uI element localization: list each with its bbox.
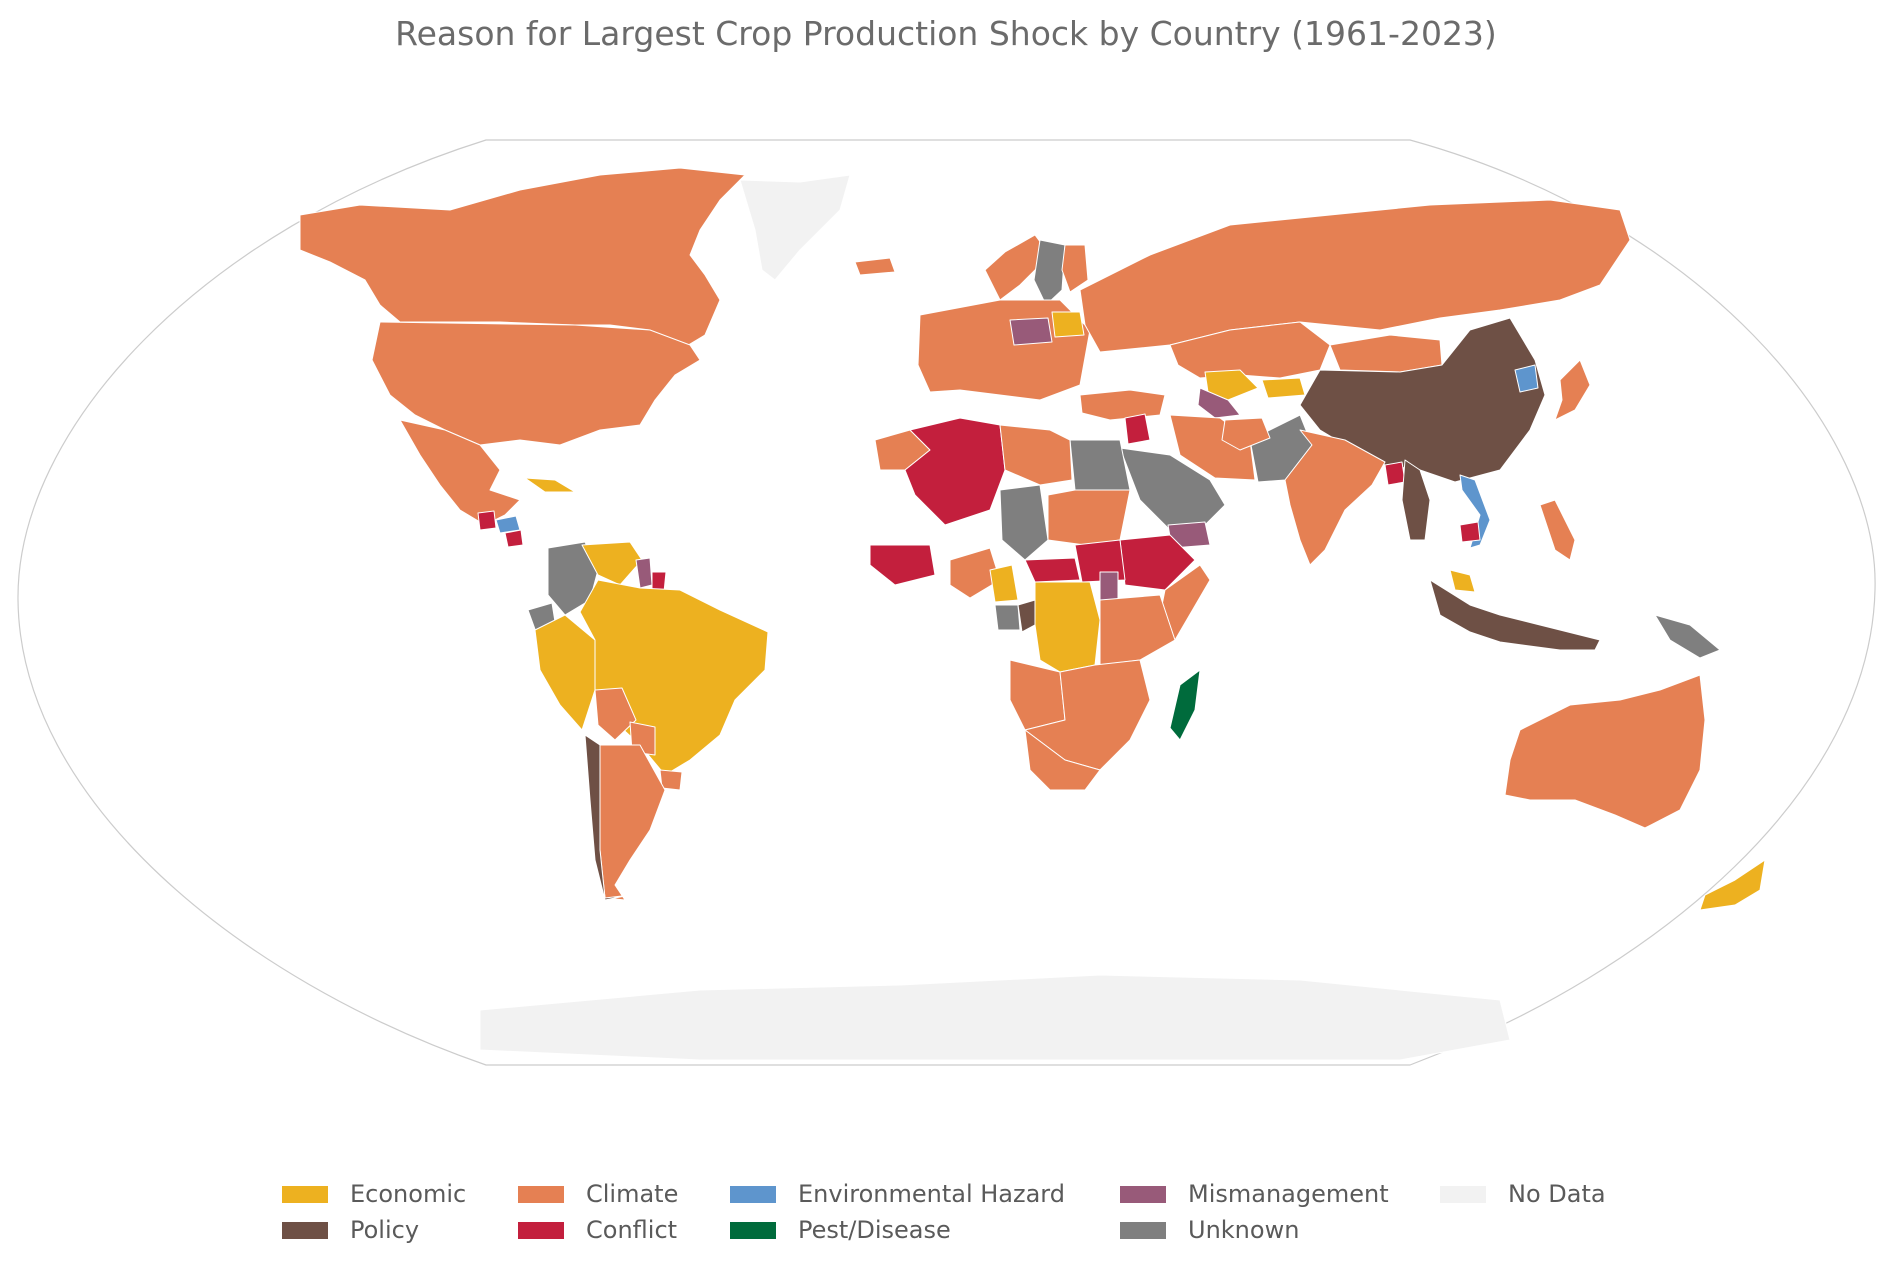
- region-russia: Russia: [1079, 199, 1631, 353]
- region-nicaragua: Nicaragua: [504, 529, 524, 548]
- region-antarctica: Antarctica: [479, 974, 1511, 1061]
- legend-label: Climate: [586, 1180, 679, 1208]
- legend-swatch: [518, 1185, 564, 1203]
- region-guyana: Guyana: [635, 557, 653, 589]
- legend-label: Policy: [350, 1216, 420, 1244]
- region-north-korea: North Korea: [1514, 364, 1539, 393]
- legend-item-economic: Economic: [282, 1176, 518, 1212]
- region-peru: Peru: [534, 614, 596, 731]
- legend-label: Conflict: [586, 1216, 678, 1244]
- legend-item-conflict: Conflict: [518, 1212, 730, 1248]
- legend-swatch: [1120, 1185, 1166, 1203]
- region-cuba: Cuba: [524, 477, 576, 493]
- region-libya: Libya: [999, 424, 1073, 486]
- legend-item-unknown: Unknown: [1120, 1212, 1440, 1248]
- legend-label: Mismanagement: [1188, 1180, 1389, 1208]
- region-uruguay: Uruguay: [659, 769, 683, 791]
- region-venezuela: Venezuela: [581, 541, 643, 586]
- region-saudi-arabia: Saudi Arabia: [1119, 447, 1226, 529]
- region-central-african-republic: Central African Republic: [1024, 557, 1081, 583]
- region-argentina: Argentina: [599, 744, 666, 901]
- legend-swatch: [518, 1221, 564, 1239]
- region-gabon: Gabon: [994, 604, 1021, 631]
- legend-swatch: [730, 1221, 776, 1239]
- legend-label: Environmental Hazard: [798, 1180, 1065, 1208]
- legend-item-climate: Climate: [518, 1176, 730, 1212]
- region-nigeria: Nigeria: [949, 547, 1001, 599]
- region-australia: Australia: [1504, 674, 1706, 829]
- region-chile: Chile: [584, 734, 631, 901]
- region-dr-congo: DR Congo: [1034, 581, 1101, 673]
- region-cameroon: Cameroon: [989, 564, 1019, 603]
- legend-item-mismanagement: Mismanagement: [1120, 1176, 1440, 1212]
- region-turkmenistan: Turkmenistan: [1197, 387, 1241, 419]
- region-kyrgyzstan: Kyrgyzstan: [1261, 377, 1306, 399]
- region-greenland: Greenland: [739, 174, 851, 281]
- region-syria: Syria: [1124, 413, 1151, 445]
- legend-swatch: [730, 1185, 776, 1203]
- region-iceland: Iceland: [854, 257, 896, 276]
- region-rwanda: Rwanda: [1099, 571, 1119, 601]
- region-madagascar: Madagascar: [1169, 669, 1201, 741]
- region-united-states: United States: [371, 321, 701, 446]
- legend-item-pest-disease: Pest/Disease: [730, 1212, 1120, 1248]
- region-belarus: Belarus: [1051, 311, 1085, 338]
- legend-item-policy: Policy: [282, 1212, 518, 1248]
- region-vietnam: Vietnam: [1459, 474, 1491, 549]
- legend-swatch: [1120, 1221, 1166, 1239]
- region-papua-new-guinea: Papua New Guinea: [1654, 614, 1721, 659]
- region-bangladesh: Bangladesh: [1384, 461, 1406, 486]
- region-canada: Canada: [299, 167, 746, 351]
- legend-label: No Data: [1508, 1180, 1606, 1208]
- legend-swatch: [282, 1185, 328, 1203]
- region-liberia: Liberia: [869, 544, 936, 586]
- legend: Economic Climate Environmental Hazard Misma…: [282, 1176, 1662, 1256]
- region-india: India: [1284, 429, 1386, 566]
- region-poland: Poland: [1009, 317, 1053, 346]
- region-new-zealand: New Zealand: [1699, 859, 1766, 911]
- map-frame: [17, 139, 1876, 1066]
- legend-swatch: [1440, 1185, 1486, 1203]
- region-congo: Congo: [1017, 599, 1036, 633]
- region-bolivia: Bolivia: [594, 687, 637, 741]
- region-guatemala: Guatemala: [477, 510, 497, 531]
- legend-label: Pest/Disease: [798, 1216, 951, 1244]
- region-japan: Japan: [1554, 359, 1591, 421]
- region-myanmar: Myanmar: [1401, 459, 1431, 541]
- region-chad: Chad: [999, 484, 1049, 561]
- region-sudan: Sudan: [1047, 489, 1131, 546]
- region-uzbekistan: Uzbekistan: [1204, 369, 1259, 401]
- region-cambodia: Cambodia: [1459, 521, 1481, 543]
- region-afghanistan: Afghanistan: [1221, 417, 1271, 451]
- region-mongolia: Mongolia: [1329, 334, 1443, 373]
- legend-swatch: [282, 1221, 328, 1239]
- region-kazakhstan: Kazakhstan: [1169, 321, 1331, 379]
- legend-label: Economic: [350, 1180, 467, 1208]
- region-indonesia: Indonesia: [1429, 579, 1601, 651]
- region-turkey: Turkey: [1079, 389, 1166, 421]
- map-title: Reason for Largest Crop Production Shock…: [395, 14, 1497, 53]
- region-sweden: Sweden: [1033, 239, 1066, 306]
- world-map: CanadaUnited StatesMexicoCubaGuatemalaHo…: [17, 139, 1876, 1066]
- region-algeria: Algeria: [904, 417, 1006, 526]
- region-mexico: Mexico: [399, 419, 521, 526]
- legend-label: Unknown: [1188, 1216, 1300, 1244]
- region-malaysia: Malaysia: [1449, 569, 1476, 593]
- region-philippines: Philippines: [1539, 499, 1576, 561]
- region-egypt: Egypt: [1069, 439, 1131, 491]
- legend-item-environmental-hazard: Environmental Hazard: [730, 1176, 1120, 1212]
- region-finland: Finland: [1061, 244, 1089, 293]
- region-east-africa-other: East Africa (other): [1099, 594, 1176, 666]
- region-south-africa: South Africa: [1024, 729, 1101, 791]
- legend-item-no-data: No Data: [1440, 1176, 1640, 1212]
- region-southern-africa-other: Southern Africa (other): [1024, 659, 1151, 771]
